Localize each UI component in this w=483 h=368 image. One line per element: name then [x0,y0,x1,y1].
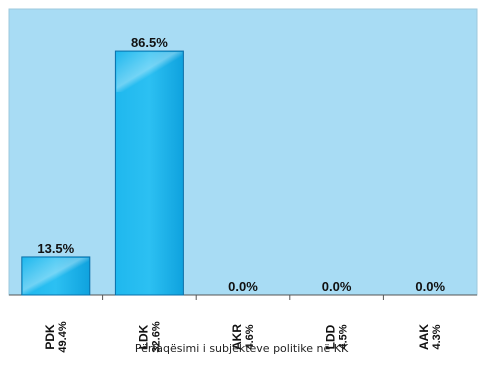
category-label-pdk: PDK 49.4% [43,321,69,352]
category-share: 4.3% [431,324,443,349]
bar-sheen [116,52,183,93]
plot-area [8,8,478,296]
category-share: 4.6% [244,324,256,349]
category-share: 4.5% [338,324,350,349]
category-name: AAK [417,324,431,350]
category-label-ldd: LDD 4.5% [324,324,350,349]
category-share: 49.4% [57,321,69,352]
category-label-aak: AAK 4.3% [417,324,443,350]
category-label-akr: AKR 4.6% [230,324,256,350]
bar-sheen [22,257,89,294]
value-label-akr: 0.0% [228,279,258,294]
value-label-ldk: 86.5% [131,35,168,50]
category-name: LDK [136,324,150,349]
value-label-pdk: 13.5% [37,241,74,256]
category-label-ldk: LDK 32.6% [136,321,162,352]
category-name: LDD [324,324,338,349]
category-name: AKR [230,324,244,350]
category-share: 32.6% [150,321,162,352]
category-name: PDK [43,324,57,350]
value-label-aak: 0.0% [415,279,445,294]
value-label-ldd: 0.0% [322,279,352,294]
chart-title: Përfaqësimi i subjekteve politike në KK [134,342,349,355]
